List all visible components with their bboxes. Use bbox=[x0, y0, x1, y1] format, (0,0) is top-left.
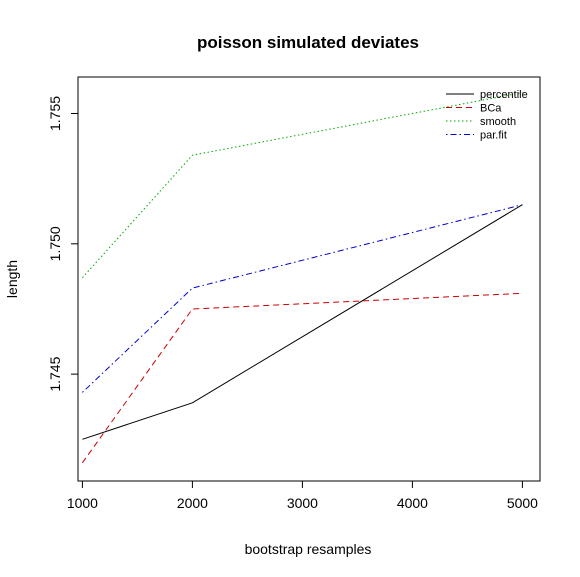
legend-label: par.fit bbox=[480, 130, 507, 142]
x-tick-label: 1000 bbox=[67, 495, 98, 511]
y-tick-label: 1.750 bbox=[47, 226, 63, 261]
y-tick-label: 1.755 bbox=[47, 96, 63, 131]
x-tick-label: 5000 bbox=[507, 495, 538, 511]
x-axis: 1000 2000 3000 4000 5000 bbox=[67, 481, 538, 511]
chart-title: poisson simulated deviates bbox=[197, 33, 419, 52]
series-line-bca bbox=[82, 293, 522, 463]
x-tick-label: 2000 bbox=[177, 495, 208, 511]
y-tick-label: 1.745 bbox=[47, 356, 63, 391]
plot-frame bbox=[78, 77, 540, 481]
legend-label: BCa bbox=[480, 103, 502, 115]
legend-label: percentile bbox=[480, 89, 528, 101]
series-lines bbox=[82, 93, 522, 463]
series-line-percentile bbox=[82, 205, 522, 440]
y-axis-label: length bbox=[4, 260, 20, 298]
x-tick-label: 3000 bbox=[287, 495, 318, 511]
series-line-smooth bbox=[82, 93, 522, 278]
x-tick-label: 4000 bbox=[397, 495, 428, 511]
x-axis-label: bootstrap resamples bbox=[245, 541, 372, 557]
series-line-par-fit bbox=[82, 205, 522, 393]
legend-label: smooth bbox=[480, 116, 516, 128]
y-axis: 1.745 1.750 1.755 bbox=[47, 96, 78, 392]
